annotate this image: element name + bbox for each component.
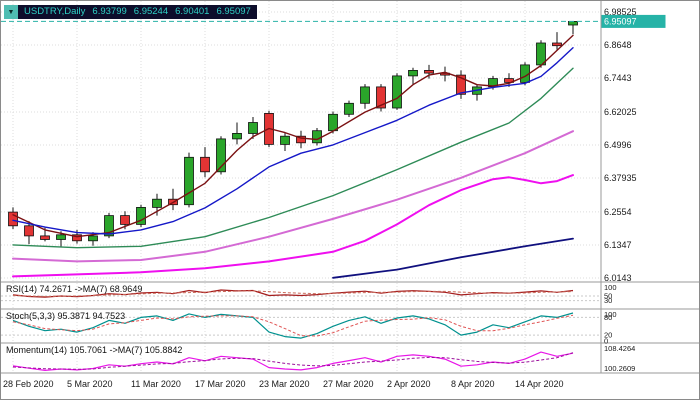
moving-averages: [12, 34, 574, 279]
svg-text:6.7443: 6.7443: [604, 73, 632, 83]
price-axis-labels: 6.98525 6.8648 6.7443 6.62025 6.4996 6.37935 6…: [604, 7, 637, 283]
svg-text:0: 0: [604, 337, 608, 346]
svg-text:6.4996: 6.4996: [604, 140, 632, 150]
svg-text:2 Apr 2020: 2 Apr 2020: [387, 379, 431, 389]
gridlines: [1, 1, 599, 373]
low-value: 6.90401: [175, 6, 210, 17]
panel-separators: [1, 1, 699, 374]
svg-text:108.4264: 108.4264: [604, 344, 635, 353]
svg-text:30: 30: [604, 296, 612, 305]
open-value: 6.93799: [92, 6, 127, 17]
svg-text:27 Mar 2020: 27 Mar 2020: [323, 379, 374, 389]
svg-text:6.2554: 6.2554: [604, 207, 632, 217]
time-axis-labels: 28 Feb 2020 5 Mar 2020 11 Mar 2020 17 Mar 2…: [3, 379, 564, 389]
svg-text:6.37935: 6.37935: [604, 173, 637, 183]
stochastic-plot: [12, 312, 574, 339]
svg-text:5 Mar 2020: 5 Mar 2020: [67, 379, 113, 389]
svg-text:28 Feb 2020: 28 Feb 2020: [3, 379, 54, 389]
close-value: 6.95097: [216, 6, 251, 17]
svg-text:100.2609: 100.2609: [604, 364, 635, 373]
svg-text:6.8648: 6.8648: [604, 40, 632, 50]
ma-green: [12, 67, 574, 249]
svg-text:11 Mar 2020: 11 Mar 2020: [131, 379, 181, 389]
svg-text:6.1347: 6.1347: [604, 240, 632, 250]
svg-text:50: 50: [604, 292, 612, 301]
rsi-indicator-label: RSI(14) 74.2671 ->MA(7) 68.9649: [6, 284, 143, 294]
svg-text:20: 20: [604, 331, 612, 340]
svg-text:14 Apr 2020: 14 Apr 2020: [515, 379, 564, 389]
svg-text:6.95097: 6.95097: [604, 17, 637, 27]
ma-violet: [12, 130, 574, 263]
ma-blue: [12, 47, 574, 235]
svg-text:8 Apr 2020: 8 Apr 2020: [451, 379, 495, 389]
svg-text:6.62025: 6.62025: [604, 107, 637, 117]
chart-legend: ▼ USDTRY,Daily 6.93799 6.95244 6.90401 6…: [4, 5, 257, 19]
ma-magenta: [12, 174, 574, 278]
svg-text:23 Mar 2020: 23 Mar 2020: [259, 379, 310, 389]
ma-navy: [332, 237, 574, 279]
current-price-box: 6.95097: [601, 14, 666, 28]
rsi-plot: [12, 289, 574, 298]
momentum-plot: [12, 351, 574, 371]
candlesticks: [8, 20, 578, 247]
high-value: 6.95244: [133, 6, 169, 17]
svg-text:80: 80: [604, 313, 612, 322]
svg-text:17 Mar 2020: 17 Mar 2020: [195, 379, 246, 389]
ma-fast-darkred: [12, 34, 574, 238]
svg-text:6.98525: 6.98525: [604, 7, 637, 17]
ohlc-legend: USDTRY,Daily 6.93799 6.95244 6.90401 6.9…: [18, 5, 257, 19]
symbol-label: USDTRY,Daily: [24, 6, 86, 17]
momentum-indicator-label: Momentum(14) 105.7061 ->MA(7) 105.8842: [6, 345, 183, 355]
svg-text:100: 100: [604, 310, 617, 319]
svg-text:6.0143: 6.0143: [604, 273, 632, 283]
svg-text:100: 100: [604, 283, 617, 292]
collapse-chevron-icon[interactable]: ▼: [4, 5, 18, 19]
stochastic-indicator-label: Stoch(5,3,3) 95.3871 94.7523: [6, 311, 126, 321]
